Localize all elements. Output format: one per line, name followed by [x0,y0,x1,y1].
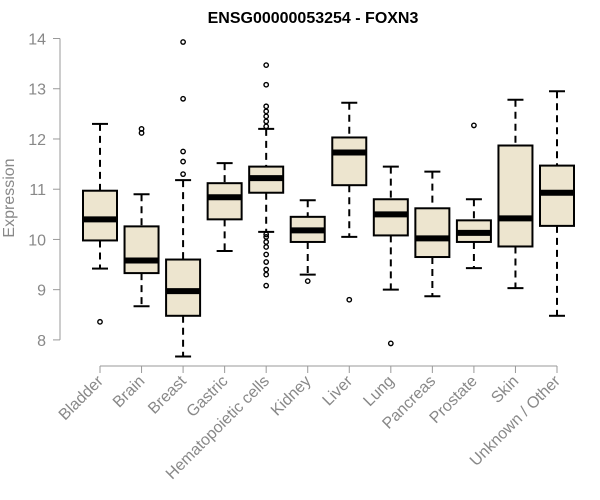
box-breast [165,39,202,358]
box-unknown-other [539,90,575,317]
box-iqr [82,189,118,242]
box-skin [497,98,534,290]
box-liver [331,101,368,303]
y-tick-label: 14 [28,32,46,49]
outlier-point [263,118,270,125]
outlier-point [180,158,186,165]
y-tick-label: 13 [28,82,46,99]
x-tick-label: Liver [320,372,357,409]
box-iqr [331,136,368,187]
box-hematopoietic-cells [248,62,285,289]
outlier-point [180,39,186,45]
box-gastric [206,162,243,252]
outlier-point [263,108,270,115]
outlier-point [346,296,353,303]
chart-title: ENSG00000053254 - FOXN3 [208,10,419,27]
x-tick-label: Kidney [268,373,315,420]
box-iqr [372,198,409,237]
y-tick-label: 12 [28,132,46,149]
outlier-point [180,148,186,155]
outlier-point [263,239,270,245]
box-iqr [206,182,243,221]
box-brain [123,126,160,308]
x-tick-label: Bladder [56,372,107,423]
outlier-point [138,126,145,132]
y-tick-label: 11 [29,182,46,199]
outlier-point [263,282,270,289]
outlier-point [263,251,270,258]
y-axis-label: Expression [1,158,18,237]
outlier-point [263,259,270,265]
box-iqr [123,225,160,275]
outlier-point [263,103,270,110]
outlier-point [471,122,477,129]
box-iqr [539,164,575,227]
box-kidney [289,199,326,285]
outlier-point [263,62,270,69]
outlier-point [180,171,186,178]
box-bladder [82,122,118,325]
outlier-point [180,95,186,102]
outlier-point [263,81,270,88]
y-axis: 8 9 10 11 12 13 14 [28,32,61,350]
box-iqr [414,207,451,259]
y-tick-label: 10 [28,232,46,249]
box-pancreas [414,170,451,298]
outlier-point [263,113,270,120]
box-iqr [497,144,534,248]
outlier-point [263,123,270,130]
outlier-point [304,278,311,285]
outlier-point [263,244,270,250]
x-tick-label: Breast [145,372,190,417]
outlier-point [263,266,270,273]
x-tick-label: Skin [488,373,522,407]
x-tick-label: Lung [360,373,397,410]
outlier-point [263,234,270,240]
box-lung [372,165,409,347]
x-tick-label: Brain [110,373,148,411]
y-tick-label: 9 [37,283,46,300]
box-iqr [165,258,202,317]
outlier-point [387,340,394,347]
plot-area [82,39,575,358]
outlier-point [263,231,270,238]
outlier-point [97,318,103,325]
y-tick-label: 8 [37,333,46,350]
box-prostate [455,122,492,270]
outlier-point [263,271,270,278]
